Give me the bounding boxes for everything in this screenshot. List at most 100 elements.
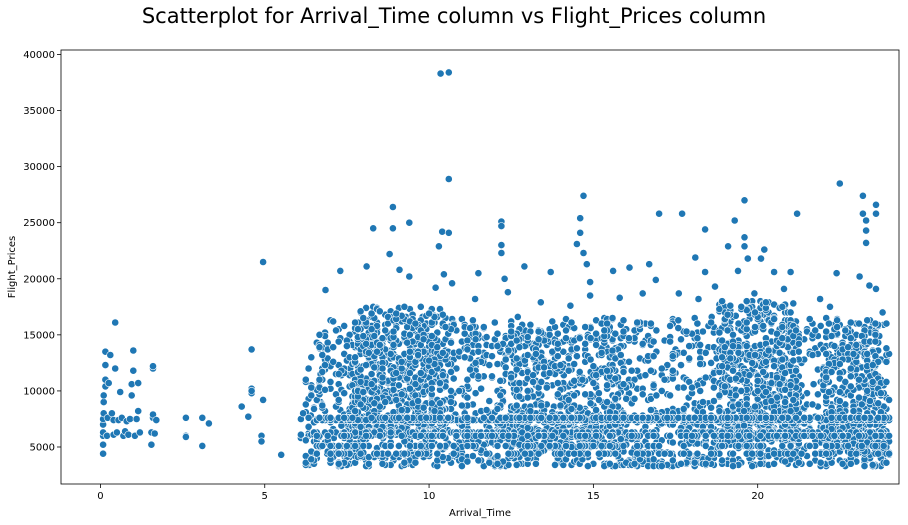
scatter-point [520, 262, 529, 271]
scatter-point [789, 449, 798, 458]
scatter-point [198, 413, 207, 422]
scatter-point [649, 337, 658, 346]
scatter-point [512, 460, 521, 469]
scatter-point [431, 283, 440, 292]
scatter-point [800, 431, 809, 440]
scatter-point [885, 395, 893, 404]
scatter-point [532, 459, 540, 468]
scatter-point [581, 390, 590, 399]
scatter-point [359, 441, 368, 450]
scatter-point [762, 357, 770, 366]
scatter-point [135, 428, 144, 437]
x-tick-label: 20 [751, 491, 764, 502]
scatter-point [608, 314, 617, 322]
scatter-point [630, 459, 639, 468]
scatter-point [318, 441, 327, 450]
scatter-point [871, 319, 880, 328]
scatter-point [447, 367, 455, 376]
scatter-point [770, 315, 778, 323]
scatter-point [679, 441, 688, 450]
scatter-point [885, 449, 893, 458]
scatter-point [849, 407, 858, 415]
scatter-point [427, 399, 436, 408]
scatter-point [403, 338, 412, 347]
scatter-point [679, 404, 688, 413]
scatter-point [553, 339, 562, 348]
scatter-point [652, 326, 661, 335]
scatter-point [835, 397, 844, 405]
scatter-point [615, 293, 624, 302]
scatter-point [362, 361, 370, 369]
scatter-point [780, 284, 788, 293]
scatter-point [449, 441, 458, 450]
scatter-point [405, 272, 414, 281]
scatter-point [742, 297, 751, 306]
scatter-point [351, 353, 359, 362]
scatter-point [444, 175, 453, 183]
scatter-point [493, 459, 502, 468]
scatter-point [367, 370, 376, 378]
scatter-point [715, 407, 724, 415]
scatter-point [553, 329, 562, 338]
scatter-point [627, 431, 636, 440]
scatter-point [584, 462, 592, 470]
scatter-point [340, 431, 349, 440]
scatter-point [793, 209, 801, 218]
scatter-point [750, 289, 759, 298]
scatter-point [678, 209, 686, 218]
scatter-point [329, 317, 338, 326]
scatter-point [729, 342, 737, 350]
scatter-point [336, 266, 345, 275]
scatter-point [597, 441, 606, 450]
scatter-point [657, 462, 666, 470]
scatter-point [534, 327, 543, 336]
scatter-point [400, 458, 409, 467]
scatter-point [449, 374, 458, 383]
scatter-point [436, 379, 444, 387]
scatter-point [715, 391, 724, 400]
scatter-point [581, 339, 590, 348]
scatter-point [638, 390, 647, 399]
scatter-point [332, 326, 340, 335]
scatter-point [835, 179, 844, 188]
scatter-point [863, 386, 872, 395]
scatter-point [734, 431, 743, 440]
scatter-point [786, 381, 795, 390]
scatter-point [392, 309, 401, 318]
scatter-point [655, 209, 663, 218]
scatter-point [425, 356, 433, 365]
scatter-point [526, 413, 535, 422]
scatter-point [573, 352, 581, 361]
scatter-point [701, 373, 710, 382]
scatter-point [378, 364, 387, 373]
scatter-point [730, 216, 739, 225]
scatter-point [592, 329, 600, 338]
scatter-point [474, 347, 483, 356]
scatter-point [701, 441, 710, 450]
scatter-point [427, 332, 436, 340]
scatter-point [822, 327, 831, 336]
scatter-point [625, 263, 634, 272]
scatter-point [822, 349, 831, 358]
scatter-point [452, 431, 461, 440]
scatter-point [526, 407, 535, 415]
scatter-point [871, 431, 880, 440]
scatter-point [326, 377, 335, 386]
scatter-point [625, 334, 633, 343]
scatter-point [718, 297, 726, 306]
scatter-point [512, 401, 521, 410]
scatter-point [710, 431, 718, 440]
scatter-point [507, 327, 516, 336]
scatter-point [855, 393, 863, 402]
y-tick-label: 5000 [30, 442, 55, 453]
scatter-point [277, 450, 286, 459]
scatter-point [800, 413, 809, 422]
scatter-point [562, 441, 570, 450]
scatter-point [674, 316, 683, 325]
scatter-point [356, 307, 365, 316]
scatter-point [781, 457, 789, 466]
scatter-point [822, 449, 831, 458]
scatter-point [846, 459, 855, 468]
scatter-point [545, 441, 554, 450]
scatter-point [427, 384, 436, 393]
